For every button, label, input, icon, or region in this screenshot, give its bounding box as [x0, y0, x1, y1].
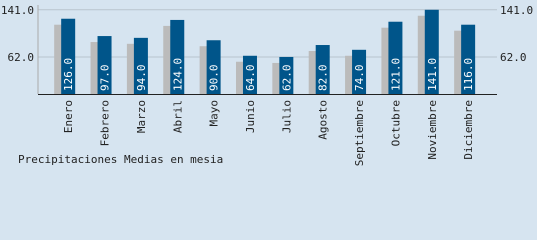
bar [461, 24, 476, 94]
y-tick-label: 62.0 [8, 51, 35, 64]
x-tick-label: Enero [62, 100, 75, 133]
x-tick-label: Marzo [135, 100, 148, 133]
value-label: 64.0 [244, 65, 257, 91]
bar [170, 19, 185, 95]
bar [345, 55, 354, 94]
y-tick-label: 141.0 [1, 4, 34, 17]
bar [126, 43, 135, 94]
value-label: 94.0 [135, 65, 148, 92]
value-label: 97.0 [99, 64, 112, 91]
x-tick-label: Mayo [208, 100, 221, 127]
bar [199, 46, 208, 94]
bar [97, 36, 112, 94]
bar [454, 30, 463, 95]
x-tick-label: Diciembre [462, 100, 475, 160]
bar [279, 56, 294, 94]
bar [235, 61, 244, 94]
background [0, 0, 537, 174]
bar [308, 50, 317, 94]
bar [381, 27, 390, 95]
value-label: 124.0 [171, 58, 184, 91]
y-tick-label-right: 141.0 [500, 4, 533, 17]
x-tick-label: Julio [280, 100, 293, 133]
value-label: 82.0 [317, 65, 330, 92]
x-tick-label: Septiembre [353, 100, 366, 166]
bar [90, 42, 99, 94]
value-label: 74.0 [353, 65, 366, 92]
bar [61, 18, 76, 95]
bar [352, 49, 367, 94]
bar [315, 45, 330, 94]
bar [242, 55, 257, 94]
x-tick-label: Junio [244, 100, 257, 133]
x-tick-label: Agosto [317, 100, 330, 140]
bar [388, 21, 403, 95]
value-label: 62.0 [280, 65, 293, 92]
bar [163, 25, 172, 95]
value-label: 116.0 [462, 58, 475, 91]
x-tick-label: Febrero [99, 100, 112, 146]
value-label: 141.0 [426, 58, 439, 91]
value-label: 90.0 [208, 65, 221, 92]
x-tick-label: Octubre [389, 100, 402, 146]
value-label: 126.0 [62, 58, 75, 91]
value-label: 121.0 [389, 58, 402, 91]
chart: Precipitaciones Medias en mesia 62.0 62.0… [0, 0, 537, 174]
bar [417, 15, 426, 94]
bar [54, 24, 63, 94]
bar [206, 40, 221, 94]
bar [133, 37, 148, 94]
bar [272, 62, 281, 94]
y-tick-label-right: 62.0 [500, 51, 527, 64]
x-tick-label: Abril [171, 100, 184, 133]
x-tick-label: Noviembre [426, 100, 439, 160]
chart-title: Precipitaciones Medias en mesia [18, 153, 223, 166]
bar [424, 9, 439, 94]
